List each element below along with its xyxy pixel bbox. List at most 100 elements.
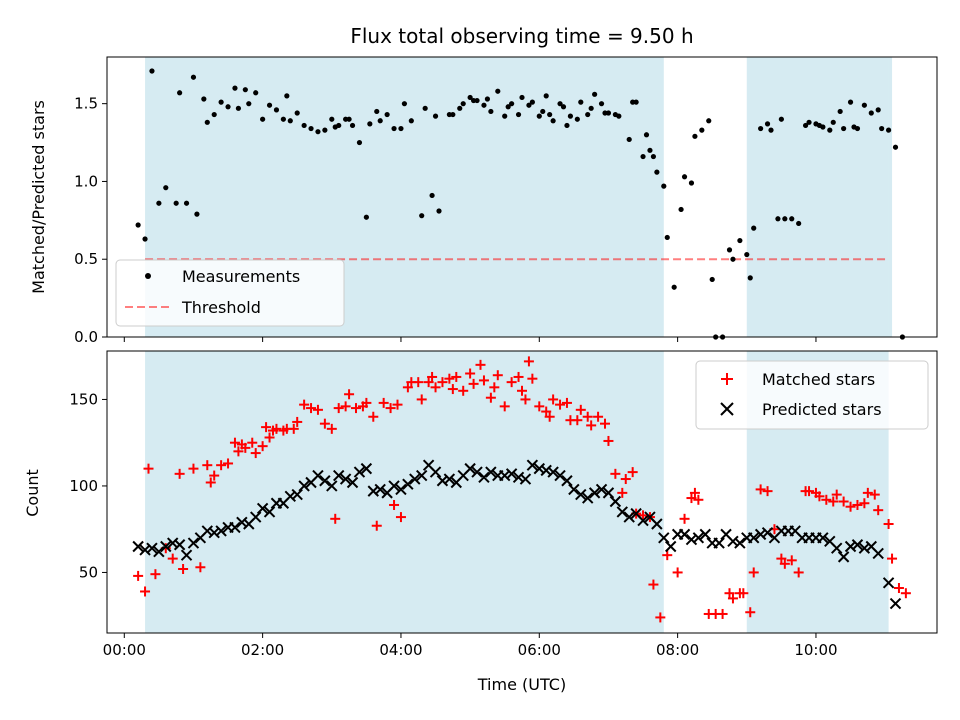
- predicted-star-point: [346, 476, 359, 489]
- matched-star-point: [326, 423, 337, 434]
- predicted-star-point: [326, 480, 338, 492]
- matched-star-point: [693, 494, 704, 505]
- matched-star-point: [541, 406, 552, 417]
- top-measurement-point: [502, 113, 508, 119]
- predicted-star-point: [229, 521, 241, 534]
- predicted-star-point: [471, 466, 483, 478]
- bottom-y-tick-label: 150: [69, 390, 98, 408]
- top-measurement-point: [495, 88, 501, 94]
- matched-star-point: [648, 579, 659, 590]
- top-measurement-point: [536, 113, 542, 119]
- matched-star-point: [333, 403, 344, 414]
- top-measurement-point: [778, 116, 784, 122]
- matched-star-point: [724, 588, 735, 599]
- predicted-star-point: [540, 464, 552, 477]
- matched-star-point: [427, 371, 438, 382]
- predicted-star-point: [215, 525, 227, 537]
- top-measurement-point: [142, 236, 148, 242]
- predicted-star-point: [734, 537, 746, 549]
- matched-star-point: [869, 489, 880, 500]
- matched-star-point: [638, 510, 649, 521]
- matched-star-point: [264, 432, 275, 443]
- top-measurement-point: [467, 94, 473, 101]
- predicted-star-point: [443, 473, 456, 485]
- bottom-legend-box: [695, 360, 929, 430]
- predicted-star-point: [429, 466, 442, 478]
- top-measurement-point: [775, 216, 781, 222]
- top-measurement-point: [678, 206, 684, 213]
- top-measurement-point: [688, 180, 695, 186]
- predicted-star-point: [533, 462, 545, 475]
- matched-star-point: [413, 377, 424, 388]
- predicted-star-point: [817, 532, 829, 544]
- top-measurement-point: [764, 121, 771, 127]
- predicted-star-point: [858, 542, 871, 554]
- matched-star-point: [368, 411, 379, 422]
- top-measurement-point: [135, 222, 141, 228]
- top-measurement-point: [796, 220, 802, 227]
- top-measurement-point: [436, 208, 442, 214]
- top-measurement-point: [301, 122, 307, 129]
- matched-star-point: [247, 437, 258, 448]
- top-measurement-point: [598, 101, 605, 107]
- top-measurement-point: [574, 116, 580, 122]
- top-measurement-point: [225, 104, 231, 110]
- legend-measurements-label: Measurements: [182, 267, 300, 286]
- predicted-star-point: [568, 483, 580, 496]
- top-measurement-point: [201, 96, 207, 102]
- matched-star-point: [492, 370, 503, 381]
- bottom-x-tick-label: 06:00: [518, 641, 561, 659]
- top-measurement-point: [847, 99, 854, 105]
- top-measurement-point: [827, 127, 833, 133]
- matched-star-point: [133, 570, 144, 581]
- legend-measurements-marker: [145, 273, 151, 279]
- bottom-y-tick-label: 50: [79, 563, 98, 581]
- top-measurement-point: [806, 119, 812, 125]
- top-measurement-point: [588, 105, 594, 111]
- bottom-x-tick-label: 10:00: [794, 641, 837, 659]
- matched-star-point: [416, 394, 427, 405]
- predicted-star-point: [889, 597, 902, 610]
- top-measurement-point: [204, 119, 210, 125]
- matched-star-point: [555, 399, 566, 410]
- top-measurement-point: [173, 200, 179, 206]
- top-measurement-point: [854, 125, 861, 132]
- predicted-star-point: [360, 462, 373, 475]
- matched-star-point: [786, 555, 797, 566]
- predicted-star-point: [505, 468, 518, 480]
- top-measurement-point: [149, 68, 155, 74]
- predicted-star-point: [436, 475, 449, 487]
- matched-star-point: [392, 399, 403, 410]
- top-measurement-point: [730, 256, 736, 262]
- matched-star-point: [344, 389, 355, 400]
- top-measurement-point: [744, 251, 750, 258]
- matched-star-point: [478, 375, 489, 386]
- matched-star-point: [662, 550, 673, 561]
- top-measurement-point: [242, 87, 248, 93]
- matched-star-point: [140, 586, 151, 597]
- top-measurement-point: [488, 108, 494, 115]
- predicted-star-point: [844, 540, 857, 553]
- top-measurement-point: [194, 211, 200, 217]
- matched-star-point: [188, 463, 199, 474]
- matched-star-point: [572, 415, 583, 426]
- predicted-star-point: [512, 471, 525, 484]
- bottom-x-tick-label: 08:00: [656, 641, 699, 659]
- matched-star-point: [385, 403, 396, 414]
- matched-star-point: [319, 418, 330, 429]
- predicted-star-point: [554, 469, 566, 482]
- top-measurement-point: [422, 105, 428, 111]
- predicted-star-point: [208, 526, 220, 539]
- predicted-star-point: [575, 488, 587, 501]
- matched-star-point: [821, 494, 832, 505]
- matched-star-point: [793, 567, 804, 578]
- bottom-axes-frame: [106, 350, 938, 634]
- matched-star-point: [859, 498, 870, 509]
- matched-star-point: [717, 608, 728, 619]
- matched-star-point: [437, 377, 448, 388]
- predicted-star-point: [284, 490, 296, 503]
- bottom-x-tick-label: 04:00: [379, 641, 422, 659]
- matched-star-point: [389, 499, 400, 510]
- top-measurement-point: [260, 116, 266, 122]
